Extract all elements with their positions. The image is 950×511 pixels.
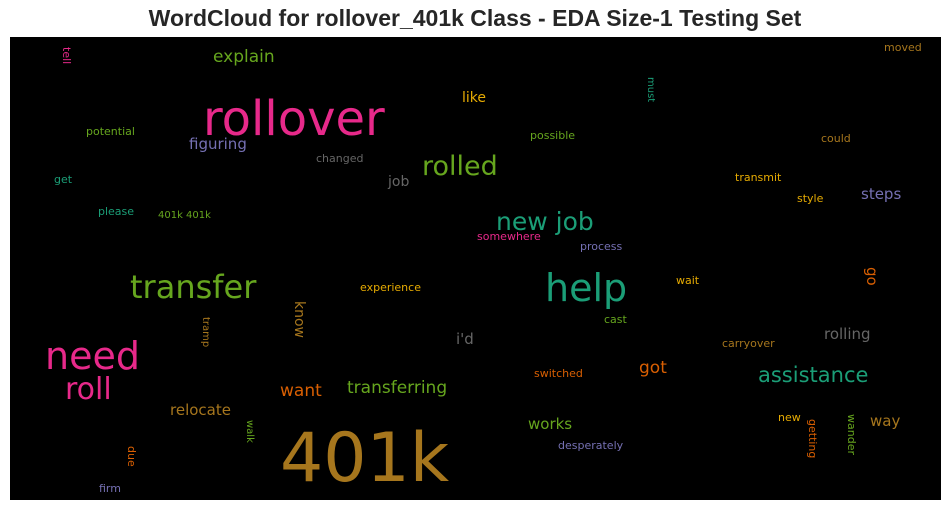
word-carryover: carryover xyxy=(722,337,775,350)
word-desperately: desperately xyxy=(558,439,624,452)
word-transferring: transferring xyxy=(347,378,448,398)
word-way: way xyxy=(870,412,901,430)
word-getting: getting xyxy=(806,419,819,459)
word-401k-401k: 401k 401k xyxy=(158,210,211,221)
word-please: please xyxy=(98,205,135,218)
word-rollover: rollover xyxy=(203,91,385,147)
word-transfer: transfer xyxy=(130,268,257,306)
word-rolling: rolling xyxy=(824,325,871,343)
word-need: need xyxy=(45,334,140,378)
word-somewhere: somewhere xyxy=(477,230,541,243)
word-help: help xyxy=(545,266,628,310)
word-works: works xyxy=(528,415,573,433)
word-401k: 401k xyxy=(280,419,450,498)
word-must: must xyxy=(645,77,656,103)
word-due: due xyxy=(125,446,138,467)
word-could: could xyxy=(821,132,851,145)
word-wander: wander xyxy=(845,414,858,455)
word-relocate: relocate xyxy=(170,401,231,419)
word-moved: moved xyxy=(884,41,922,54)
word-possible: possible xyxy=(530,129,576,142)
word-firm: firm xyxy=(99,482,121,495)
word-go: go xyxy=(863,267,881,286)
word-figuring: figuring xyxy=(189,135,247,153)
word-want: want xyxy=(280,381,322,401)
word-new-job: new job xyxy=(496,207,594,236)
wordcloud-canvas: 401k rollover help need transfer rolled roll ne… xyxy=(10,37,941,500)
word-tramp: tramp xyxy=(200,317,211,348)
word-get: get xyxy=(54,173,73,186)
word-job: job xyxy=(388,174,410,190)
word-steps: steps xyxy=(861,185,902,203)
word-like: like xyxy=(462,90,487,106)
word-walk: walk xyxy=(244,420,255,443)
word-know: know xyxy=(291,301,307,338)
word-wait: wait xyxy=(676,274,700,287)
word-switched: switched xyxy=(534,367,583,380)
word-rolled: rolled xyxy=(422,151,498,182)
chart-title: WordCloud for rollover_401k Class - EDA … xyxy=(148,5,802,31)
word-got: got xyxy=(639,358,667,378)
word-cast: cast xyxy=(604,313,627,326)
word-explain: explain xyxy=(213,47,275,67)
word-tell: tell xyxy=(60,47,73,65)
word-potential: potential xyxy=(86,125,135,138)
word-process: process xyxy=(580,240,623,253)
word-transmit: transmit xyxy=(735,171,782,184)
word-changed: changed xyxy=(316,152,364,165)
word-i-d: i'd xyxy=(456,330,474,348)
word-new: new xyxy=(778,411,801,424)
word-roll: roll xyxy=(65,372,112,407)
word-assistance: assistance xyxy=(758,363,869,387)
word-style: style xyxy=(797,192,824,205)
word-experience: experience xyxy=(360,281,421,294)
